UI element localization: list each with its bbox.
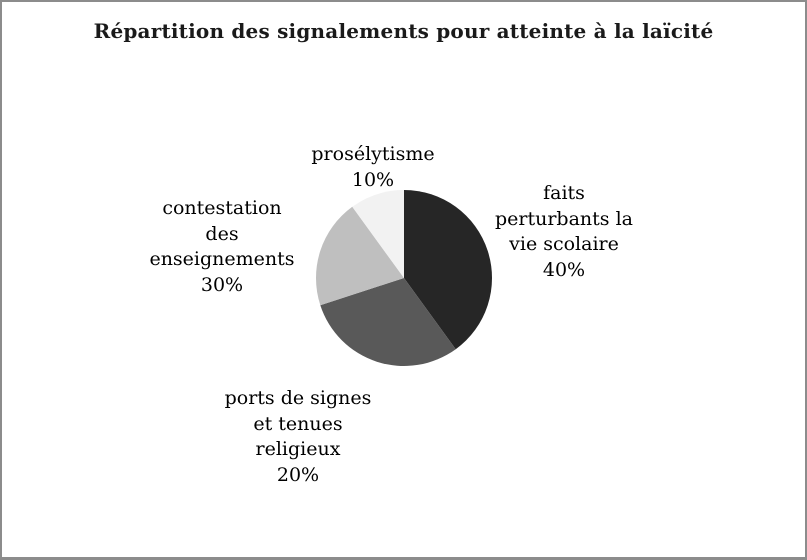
pie-segment-0[interactable]: [404, 190, 493, 350]
pie-label-proselytisme: prosélytisme 10%: [311, 143, 435, 191]
pie-segment-2[interactable]: [316, 206, 404, 306]
pie-label-faits-perturbants: faits perturbants la vie scolaire 40%: [494, 182, 634, 281]
pie-label-ports-de-signes: ports de signes et tenues religieux 20%: [224, 387, 372, 486]
chart-title: Répartition des signalements pour attein…: [93, 19, 714, 43]
pie-segment-1[interactable]: [320, 278, 456, 366]
pie-label-contestation: contestation des enseignements 30%: [149, 197, 295, 296]
pie-segment-3[interactable]: [352, 190, 404, 278]
